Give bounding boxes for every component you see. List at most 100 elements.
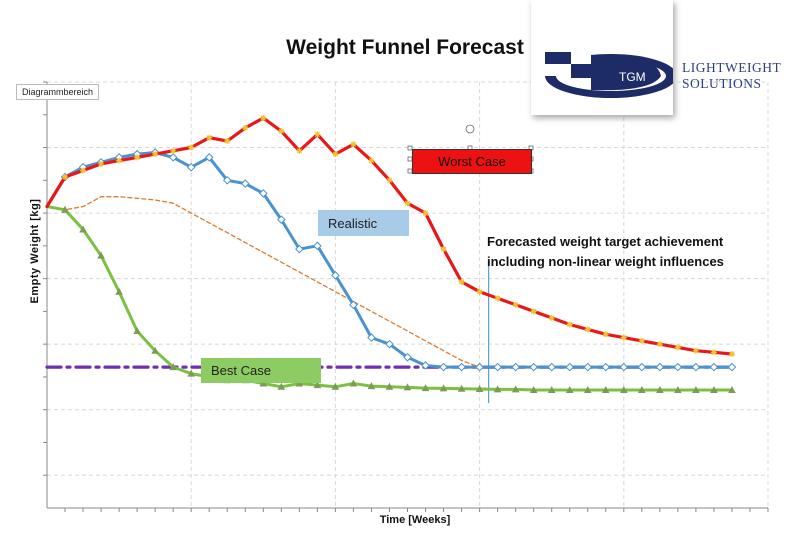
series-realistic-point	[637, 362, 647, 372]
brand-line-2: SOLUTIONS	[682, 76, 762, 91]
chart-title: Weight Funnel Forecast	[286, 36, 524, 59]
series-realistic-point	[709, 362, 719, 372]
series-realistic-point	[295, 244, 304, 254]
series-realistic-point	[601, 362, 611, 372]
series-worst-case-point	[206, 134, 213, 141]
series-worst-case-point	[188, 144, 195, 151]
series-best-case-point	[547, 386, 556, 394]
series-worst-case-point	[62, 174, 69, 181]
series-worst-case-point	[422, 210, 429, 217]
series-worst-case-point	[152, 151, 159, 158]
rotate-handle-icon[interactable]	[465, 124, 475, 134]
brand-name: LIGHTWEIGHT SOLUTIONS	[682, 60, 781, 92]
series-best-case-point	[674, 386, 682, 394]
series-worst-case-point	[530, 308, 537, 315]
tgm-logo-icon: TGM	[545, 52, 677, 98]
series-realistic-point	[457, 362, 466, 372]
forecast-note-line-1: Forecasted weight target achievement	[487, 234, 724, 249]
series-worst-case-point	[170, 147, 177, 154]
series-realistic-point	[565, 362, 575, 372]
series-worst-case-point	[512, 301, 519, 308]
series-realistic-point	[385, 339, 394, 349]
series-best-case-point	[151, 346, 159, 354]
series-worst-case-point	[692, 347, 699, 354]
series-realistic-point	[439, 362, 448, 372]
series-worst-case-point	[638, 337, 645, 344]
series-worst-case-point	[566, 321, 573, 328]
series-realistic-point	[313, 241, 322, 251]
series-best-case-point	[115, 287, 123, 295]
series-realistic-point	[511, 362, 520, 372]
series-best-case-point	[169, 363, 177, 371]
series-realistic-point	[673, 362, 683, 372]
series-realistic-point	[277, 215, 286, 224]
series-worst-case-point	[584, 326, 591, 333]
best-case-label: Best Case	[201, 358, 321, 383]
series-worst-case-point	[494, 295, 501, 302]
series-realistic-point	[421, 361, 430, 370]
series-best-case-point	[439, 384, 448, 392]
series-realistic-point	[204, 153, 214, 162]
series-worst-case-point	[656, 341, 663, 348]
series-layer	[45, 115, 737, 394]
series-realistic-point	[529, 362, 538, 372]
chart-area-tag: Diagrammbereich	[16, 84, 100, 100]
series-best-case-point	[728, 386, 736, 394]
series-best-case-point	[133, 327, 141, 335]
brand-line-1: LIGHTWEIGHT	[682, 60, 782, 75]
y-axis-label: Empty Weight [kg]	[29, 198, 41, 304]
series-realistic-point	[727, 362, 737, 372]
series-best-case-point	[457, 384, 466, 392]
series-worst-case-point	[620, 334, 627, 341]
x-axis-label: Time [Weeks]	[379, 514, 451, 526]
series-best-case-point	[493, 385, 502, 393]
series-worst-case-point	[116, 157, 123, 164]
series-worst-case-point	[674, 344, 681, 351]
series-worst-case-point	[368, 157, 375, 164]
series-realistic-point	[349, 300, 358, 310]
series-worst-case-point	[260, 115, 267, 122]
series-best-case-point	[61, 205, 69, 213]
series-worst-case-point	[458, 278, 465, 285]
logo-text: TGM	[619, 70, 646, 84]
series-realistic-point	[547, 362, 557, 372]
series-worst-case-point	[224, 137, 231, 144]
series-worst-case-point	[134, 154, 141, 161]
series-best-case-point	[475, 385, 484, 393]
chart-axes	[43, 81, 769, 512]
series-best-case-point	[529, 386, 538, 394]
series-best-case-point	[79, 225, 87, 233]
series-realistic-point	[331, 271, 340, 280]
series-best-case-point	[565, 386, 574, 394]
series-best-case-point	[187, 369, 195, 377]
series-best-case-point	[601, 386, 610, 394]
tgm-logo-card: TGM	[531, 0, 677, 115]
series-worst-case-point	[440, 246, 447, 253]
series-worst-case-point	[476, 288, 483, 295]
series-worst-case-point	[404, 200, 411, 207]
series-best-case-point	[403, 383, 412, 391]
series-worst-case-point	[314, 131, 321, 138]
series-best-case-point	[367, 382, 376, 390]
series-worst-case-point	[98, 160, 105, 167]
series-worst-case-point	[242, 124, 249, 131]
forecast-note-line-2: including non-linear weight influences	[487, 254, 724, 269]
series-best-case-point	[638, 386, 646, 394]
series-worst-case-point	[728, 350, 735, 357]
series-worst-case-point	[332, 151, 339, 158]
series-realistic-point	[367, 333, 376, 342]
series-worst-case-point	[548, 314, 555, 321]
series-best-case-point	[421, 384, 430, 392]
series-realistic-point	[240, 179, 250, 188]
worst-case-label[interactable]: Worst Case	[412, 149, 532, 174]
selection-handle[interactable]	[407, 145, 413, 151]
series-worst-case-point	[350, 141, 357, 148]
series-best-case-point	[620, 386, 628, 394]
series-best-case-point	[385, 382, 394, 390]
series-best-case-point	[277, 382, 286, 390]
forecast-note: Forecasted weight target achievement inc…	[487, 232, 724, 272]
series-best-case-point	[656, 386, 664, 394]
series-realistic-point	[583, 362, 593, 372]
series-worst-case-point	[710, 349, 717, 356]
